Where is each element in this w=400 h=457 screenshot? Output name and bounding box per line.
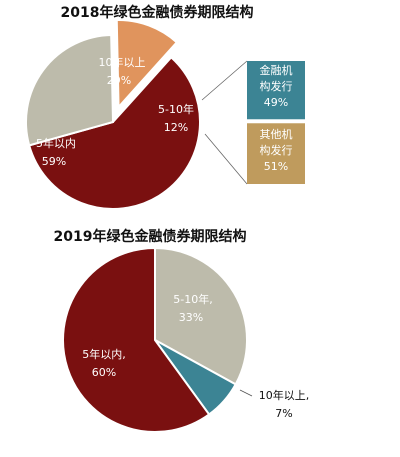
chart1-breakdown-other-value: 51%	[264, 160, 288, 173]
chart1-connector-top	[201, 60, 248, 101]
chart1-breakdown-financial-line1: 金融机	[260, 63, 293, 77]
chart1-label-5-10: 5-10年	[158, 102, 194, 116]
chart1-label-under5: 5年以内	[36, 136, 76, 150]
chart2-label-under5: 5年以内,	[82, 347, 126, 361]
chart1-breakdown-financial-value: 49%	[264, 96, 288, 109]
chart1-breakdown-other	[247, 123, 305, 184]
chart1-slice-under5	[27, 55, 201, 210]
chart1-breakdown-financial	[247, 61, 305, 120]
chart1-label-10plus: 10年以上	[99, 55, 146, 69]
chart1-breakdown-other-line2: 构发行	[260, 143, 293, 157]
chart1-pie	[25, 19, 201, 210]
chart2-value-10plus: 7%	[275, 407, 292, 420]
chart1-value-under5: 59%	[42, 155, 66, 168]
chart1-value-10plus: 29%	[107, 74, 131, 87]
chart2-value-under5: 60%	[92, 366, 116, 379]
chart1-slice-10plus	[25, 33, 115, 147]
chart1-value-5-10: 12%	[164, 121, 188, 134]
chart2-slice-under5	[62, 246, 211, 433]
chart2-value-5-10: 33%	[179, 311, 203, 324]
chart2-leader-line	[239, 389, 253, 397]
chart1-connector-bottom	[204, 133, 248, 185]
chart2-title: 2019年绿色金融债券期限结构	[54, 228, 247, 245]
chart2-label-5-10: 5-10年,	[173, 292, 212, 306]
chart2-slice-5-10	[154, 246, 248, 386]
chart2-label-10plus: 10年以上,	[259, 388, 310, 402]
chart1-breakdown-other-line1: 其他机	[260, 127, 293, 141]
chart1-slice-5-10	[115, 19, 179, 110]
chart1-title: 2018年绿色金融债券期限结构	[61, 4, 254, 21]
chart1-breakdown-financial-line2: 构发行	[260, 79, 293, 93]
chart2-pie	[62, 246, 248, 433]
